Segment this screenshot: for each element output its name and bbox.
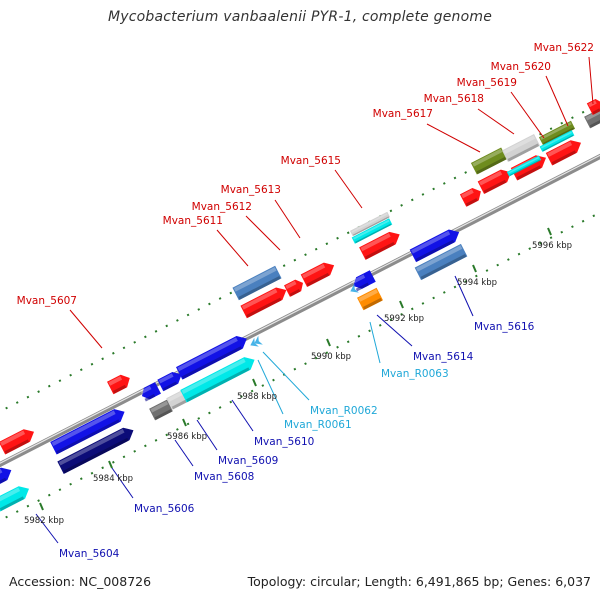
- gene-feature-mvan-5618[interactable]: [470, 147, 508, 175]
- gene-feature[interactable]: [409, 226, 463, 263]
- gene-feature[interactable]: [539, 130, 575, 152]
- gene-feature[interactable]: [506, 155, 542, 177]
- gene-feature-mvan-5617[interactable]: [459, 185, 484, 207]
- gene-feature-mvan-5620[interactable]: [538, 120, 576, 146]
- kbp-tick-label: 5982 kbp: [24, 516, 64, 526]
- kbp-tick-label: 5992 kbp: [384, 314, 424, 324]
- gene-label-mvan-5604[interactable]: Mvan_5604: [59, 548, 120, 560]
- gene-feature-mvan-r0063[interactable]: [357, 287, 383, 311]
- gene-feature[interactable]: [0, 483, 32, 512]
- gene-label-mvan-5606[interactable]: Mvan_5606: [134, 503, 195, 515]
- gene-feature-mvan-5612[interactable]: [240, 284, 289, 319]
- gene-feature[interactable]: [359, 228, 403, 260]
- gene-label-mvan-5622[interactable]: Mvan_5622: [534, 42, 594, 54]
- gene-label-mvan-5607[interactable]: Mvan_5607: [17, 295, 77, 307]
- gene-feature[interactable]: [545, 137, 584, 166]
- gene-feature-mvan-5615[interactable]: [351, 218, 393, 244]
- gene-feature-mvan-5610[interactable]: [180, 353, 258, 403]
- gene-label-mvan-5614[interactable]: Mvan_5614: [413, 351, 474, 363]
- gene-feature-mvan-5608[interactable]: [157, 369, 184, 392]
- gene-feature-mvan-5616[interactable]: [414, 243, 468, 281]
- gene-feature-mvan-5614[interactable]: [350, 270, 376, 292]
- gene-feature[interactable]: [0, 464, 15, 491]
- gene-label-mvan-5611[interactable]: Mvan_5611: [163, 215, 223, 227]
- gene-feature-mvan-5613[interactable]: [300, 259, 338, 287]
- gene-feature[interactable]: [50, 405, 128, 455]
- backbone-highlight: [0, 154, 600, 464]
- gene-feature[interactable]: [349, 211, 391, 237]
- trna-feature[interactable]: [348, 283, 359, 296]
- inner-tick-guide: [0, 211, 600, 522]
- gene-label-mvan-r0062[interactable]: Mvan_R0062: [310, 405, 378, 417]
- kbp-tick-label: 5988 kbp: [237, 392, 277, 402]
- gene-label-mvan-5612[interactable]: Mvan_5612: [192, 201, 252, 213]
- gene-label-mvan-5610[interactable]: Mvan_5610: [254, 436, 314, 448]
- gene-feature[interactable]: [176, 332, 250, 380]
- gene-feature[interactable]: [477, 166, 515, 194]
- gene-label-mvan-5609[interactable]: Mvan_5609: [218, 455, 278, 467]
- gene-feature-mvan-5606[interactable]: [57, 424, 136, 474]
- genome-summary: Topology: circular; Length: 6,491,865 bp…: [247, 574, 591, 589]
- gene-label-mvan-5619[interactable]: Mvan_5619: [457, 77, 517, 89]
- gene-feature-mvan-5619[interactable]: [502, 133, 540, 163]
- backbone: [0, 153, 600, 468]
- gene-feature[interactable]: [139, 382, 161, 402]
- gene-feature[interactable]: [586, 97, 600, 115]
- trna-feature[interactable]: [252, 335, 263, 348]
- kbp-tick-label: 5996 kbp: [532, 241, 572, 251]
- gene-label-mvan-5617[interactable]: Mvan_5617: [373, 108, 433, 120]
- kbp-tick-label: 5994 kbp: [457, 278, 497, 288]
- gene-feature-mvan-5607[interactable]: [107, 372, 133, 395]
- gene-label-mvan-5613[interactable]: Mvan_5613: [221, 184, 281, 196]
- gene-label-mvan-5616[interactable]: Mvan_5616: [474, 321, 535, 333]
- gene-feature-mvan-5611[interactable]: [232, 265, 282, 301]
- gene-feature[interactable]: [284, 277, 306, 297]
- gene-label-mvan-5608[interactable]: Mvan_5608: [194, 471, 254, 483]
- kbp-tick-label: 5984 kbp: [93, 474, 133, 484]
- kbp-tick-label: 5986 kbp: [167, 432, 207, 442]
- gene-label-mvan-5618[interactable]: Mvan_5618: [424, 93, 484, 105]
- gene-label-mvan-r0063[interactable]: Mvan_R0063: [381, 368, 449, 380]
- gene-label-mvan-r0061[interactable]: Mvan_R0061: [284, 419, 352, 431]
- gene-label-mvan-5620[interactable]: Mvan_5620: [491, 61, 551, 73]
- gene-feature-mvan-5609[interactable]: [149, 399, 173, 421]
- trna-feature[interactable]: [248, 337, 259, 350]
- accession-label: Accession: NC_008726: [9, 574, 152, 589]
- gene-label-mvan-5615[interactable]: Mvan_5615: [281, 155, 341, 167]
- map-title: Mycobacterium vanbaalenii PYR-1, complet…: [107, 9, 493, 25]
- gene-feature[interactable]: [0, 426, 37, 455]
- kbp-tick-label: 5990 kbp: [311, 352, 351, 362]
